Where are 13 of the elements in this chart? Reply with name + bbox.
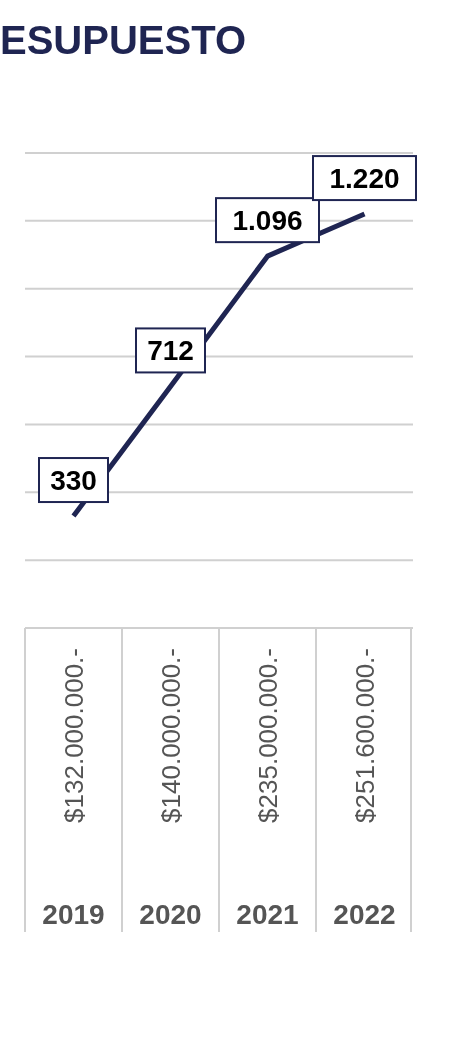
text: $235.000.000.- bbox=[252, 648, 283, 823]
x-tick-label: 2021 bbox=[236, 899, 299, 930]
text: $132.000.000.- bbox=[58, 648, 89, 823]
x-tick-label: 2020 bbox=[139, 899, 202, 930]
x-tick-label: 2022 bbox=[333, 899, 396, 930]
text: $251.600.000.- bbox=[349, 648, 380, 823]
x-tick-label: 2019 bbox=[42, 899, 105, 930]
data-label: 1.220 bbox=[329, 163, 400, 195]
data-label: 712 bbox=[147, 335, 194, 367]
chart-title: ESUPUESTO bbox=[0, 18, 246, 63]
data-label: 1.096 bbox=[232, 205, 303, 237]
data-label: 330 bbox=[50, 465, 97, 497]
text: $140.000.000.- bbox=[155, 648, 186, 823]
